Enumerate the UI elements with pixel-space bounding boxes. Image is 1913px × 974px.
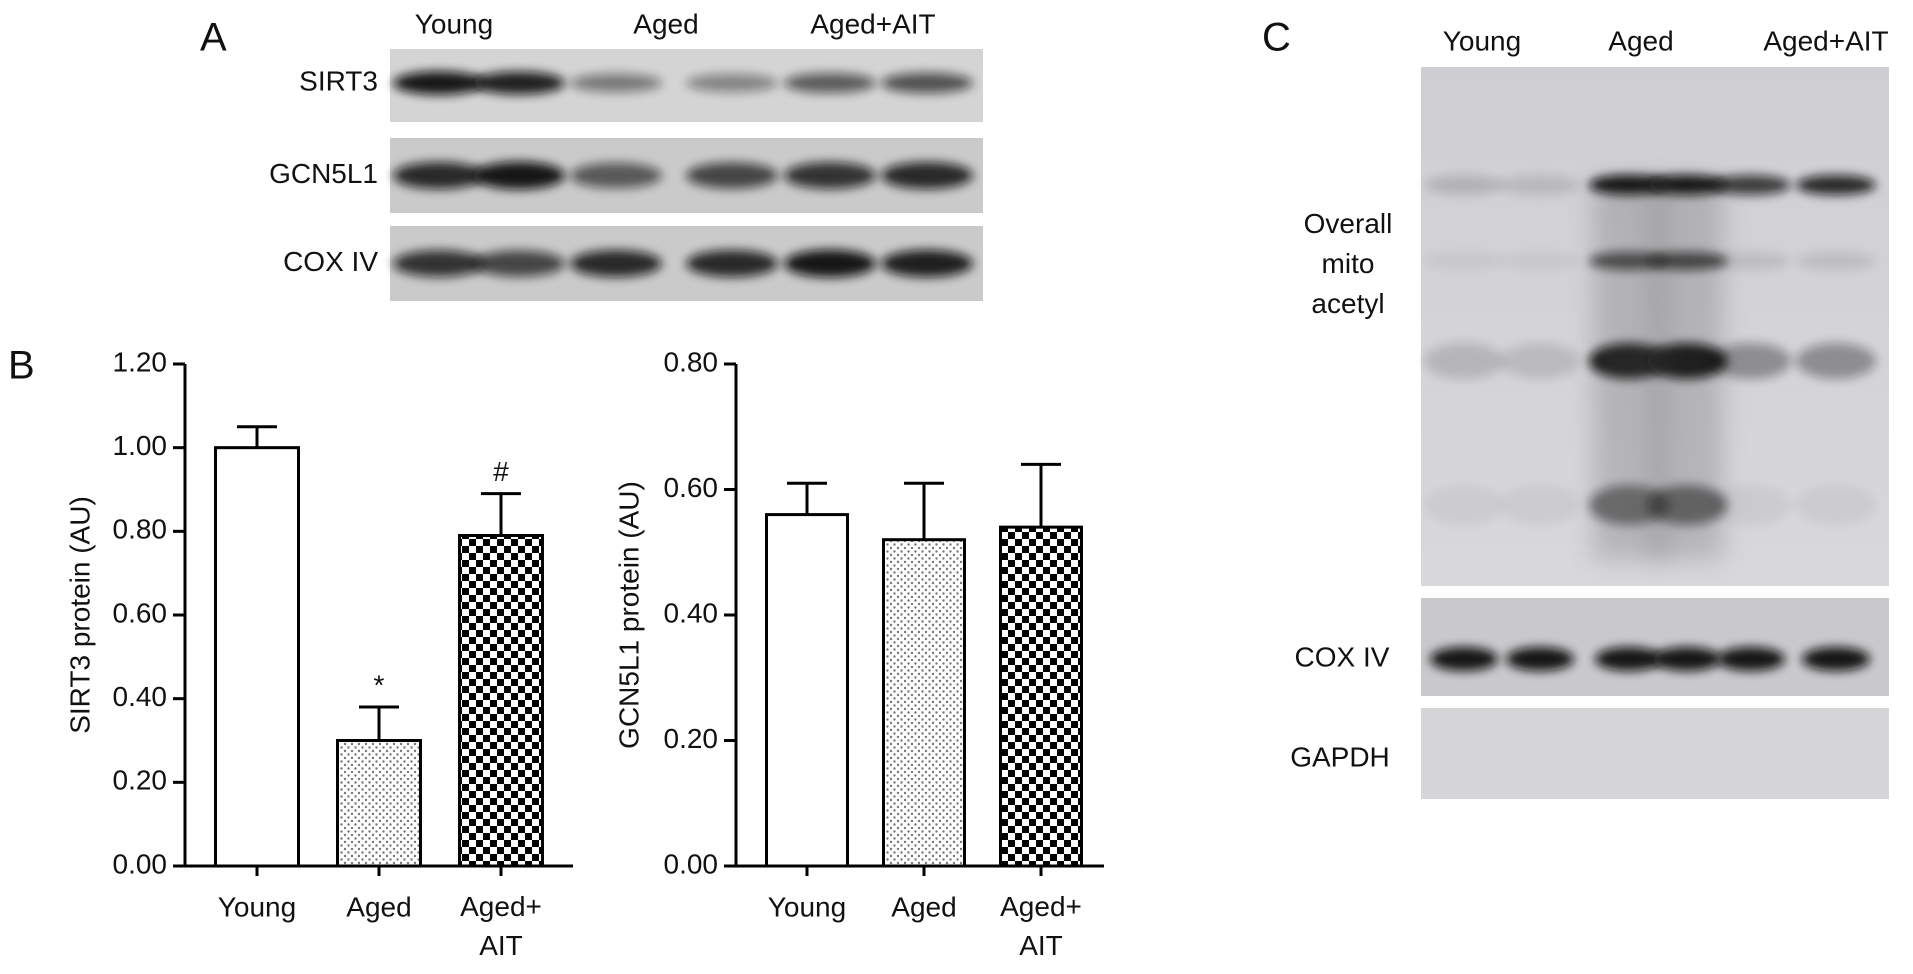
blot-band <box>570 73 662 93</box>
y-tick-label: 1.20 <box>113 346 168 377</box>
blot-band <box>1796 485 1876 525</box>
blot-band <box>881 161 973 190</box>
blot-band <box>1500 485 1580 525</box>
axis-line <box>734 364 1104 868</box>
panel-label: B <box>8 344 35 388</box>
y-tick-label: 0.60 <box>664 472 719 503</box>
blot-band <box>473 71 565 95</box>
significance-mark: # <box>493 456 509 487</box>
y-tick-label: 0.80 <box>113 514 168 545</box>
x-tick-label: Aged+ AIT <box>460 891 542 961</box>
blot-row-label: COX IV <box>283 246 378 277</box>
bar <box>882 538 966 868</box>
y-tick-label: 0.20 <box>664 723 719 754</box>
blot-band <box>784 73 876 93</box>
y-tick-label: 0.60 <box>113 597 168 628</box>
y-tick-label: 0.00 <box>113 848 168 879</box>
blot-band <box>686 249 778 278</box>
blot-band <box>1424 343 1504 379</box>
bar <box>214 446 300 868</box>
blot-band <box>686 162 778 189</box>
blot-band <box>393 71 485 95</box>
blot-band <box>1711 175 1791 195</box>
blot-band <box>784 162 876 189</box>
y-tick-label: 1.00 <box>113 430 168 461</box>
blot-band <box>1717 647 1785 671</box>
blot-lane-label: Aged <box>1608 25 1673 56</box>
blot-band <box>1500 252 1580 270</box>
blot-band <box>1500 343 1580 379</box>
x-tick-label: Aged+ AIT <box>1000 891 1082 961</box>
x-tick-label: Aged <box>891 891 956 922</box>
bar <box>999 525 1083 868</box>
y-tick-label: 0.40 <box>664 597 719 628</box>
blot-lane-label: Aged <box>633 8 698 39</box>
blot-band <box>1711 485 1791 525</box>
blot-band <box>570 249 662 278</box>
x-tick-label: Young <box>768 891 846 922</box>
blot-lane-label: Aged+AIT <box>1763 25 1888 56</box>
blot-band <box>1796 175 1876 195</box>
bar <box>336 739 422 868</box>
blot-band <box>570 162 662 189</box>
blot-row-label: Overall mito acetyl <box>1304 208 1393 319</box>
y-tick-label: 0.20 <box>113 765 168 796</box>
blot-band <box>1796 252 1876 270</box>
blot-band <box>1653 647 1721 671</box>
blot-row-label: SIRT3 <box>299 65 378 96</box>
bar <box>765 513 849 868</box>
blot-band <box>881 249 973 278</box>
blot-band <box>686 74 778 92</box>
panel-label: A <box>200 16 227 60</box>
y-tick-label: 0.80 <box>664 346 719 377</box>
y-axis-label: GCN5L1 protein (AU) <box>613 481 644 749</box>
blot-band <box>1796 343 1876 379</box>
blot-band <box>473 161 565 190</box>
blot-band <box>881 72 973 94</box>
blot-strip <box>1421 708 1889 799</box>
blot-band <box>1500 175 1580 195</box>
blot-lane-label: Aged+AIT <box>810 8 935 39</box>
blot-band <box>1430 647 1498 671</box>
blot-band <box>473 250 565 277</box>
blot-band <box>393 250 485 277</box>
y-axis-label: SIRT3 protein (AU) <box>64 496 95 734</box>
blot-band <box>1506 647 1574 671</box>
blot-band <box>784 249 876 278</box>
y-tick-label: 0.40 <box>113 681 168 712</box>
blot-band <box>393 161 485 190</box>
significance-mark: * <box>374 669 385 700</box>
blot-smear <box>1651 180 1723 560</box>
blot-lane-label: Young <box>415 8 493 39</box>
blot-band <box>1711 343 1791 379</box>
blot-band <box>1802 647 1870 671</box>
blot-band <box>1711 252 1791 270</box>
blot-band <box>1424 175 1504 195</box>
axis-line <box>183 364 573 868</box>
blot-band <box>1595 647 1663 671</box>
charts: 0.00 0.20 0.40 0.60 0.80 1.00 1.20 SIRT3 protei… <box>64 346 1104 961</box>
panel-label: C <box>1262 16 1291 60</box>
blot-band <box>1424 485 1504 525</box>
blot-band <box>1424 252 1504 270</box>
x-tick-label: Aged <box>346 891 411 922</box>
blot-row-label: COX IV <box>1295 641 1390 672</box>
bar <box>458 534 544 868</box>
blot-strip <box>1421 598 1889 696</box>
y-tick-label: 0.00 <box>664 848 719 879</box>
blot-row-label: GAPDH <box>1290 741 1390 772</box>
blot-row-label: GCN5L1 <box>269 158 378 189</box>
blots: SIRT3 GCN5L1 COX IV Young Aged Aged+AIT Overal… <box>269 8 1889 799</box>
blot-lane-label: Young <box>1443 25 1521 56</box>
x-tick-label: Young <box>218 891 296 922</box>
